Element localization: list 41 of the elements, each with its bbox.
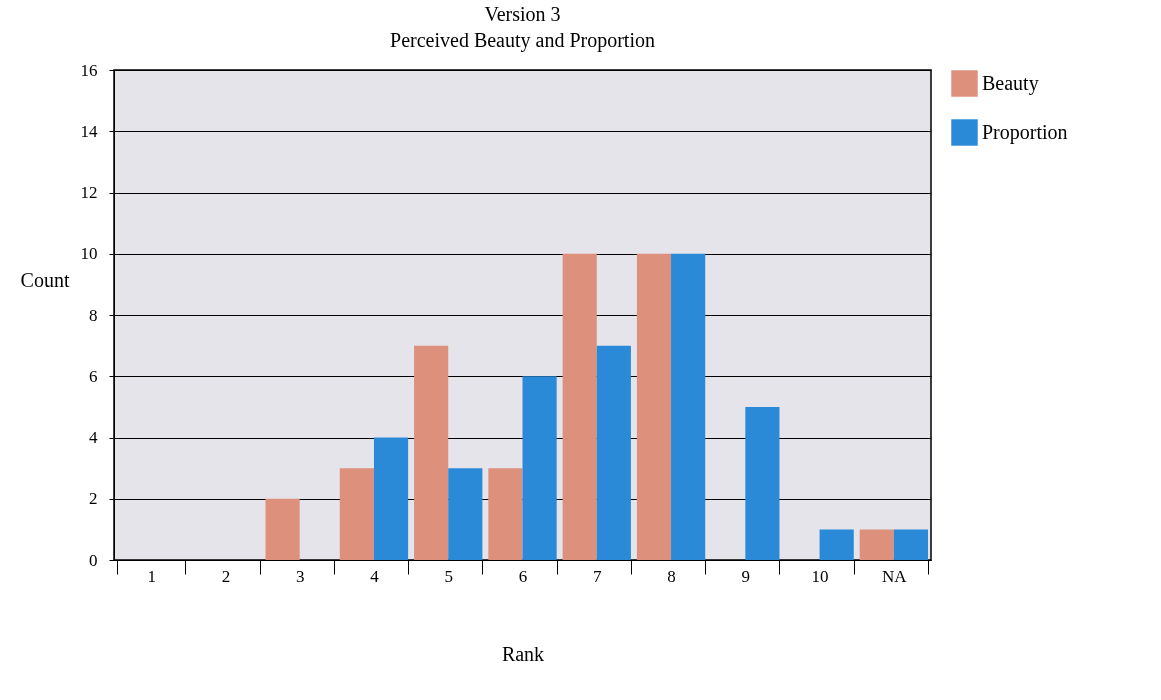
- x-tick-label: 7: [593, 566, 603, 586]
- bar: [562, 253, 597, 560]
- y-tick-label: 16: [80, 60, 98, 80]
- y-tick-label: 10: [80, 244, 98, 264]
- bar: [596, 345, 631, 560]
- x-tick-label: 10: [811, 566, 829, 586]
- chart-title: Version 3: [484, 3, 561, 25]
- bar: [745, 406, 780, 560]
- y-tick-label: 0: [89, 550, 98, 570]
- x-tick-label: NA: [882, 566, 908, 586]
- y-axis-title: Count: [20, 268, 70, 291]
- bar: [448, 468, 483, 560]
- x-tick-label: 5: [444, 566, 453, 586]
- legend-label: Proportion: [982, 120, 1068, 144]
- y-tick-label: 6: [89, 366, 98, 386]
- x-tick-label: 4: [370, 566, 380, 586]
- bar: [414, 345, 449, 560]
- x-tick-label: 8: [667, 566, 676, 586]
- bar: [488, 468, 523, 560]
- bar: [636, 253, 672, 560]
- y-tick-label: 2: [89, 489, 98, 509]
- x-tick-label: 9: [741, 566, 751, 586]
- bar: [373, 437, 409, 560]
- bar: [859, 529, 894, 560]
- legend-label: Beauty: [982, 71, 1039, 95]
- bar: [893, 529, 929, 560]
- y-tick-label: 4: [89, 428, 98, 447]
- chart-subtitle: Perceived Beauty and Proportion: [390, 29, 655, 52]
- x-tick-label: 6: [518, 566, 528, 586]
- bar: [819, 529, 854, 560]
- y-tick-label: 12: [80, 183, 98, 202]
- y-tick-label: 14: [80, 121, 98, 141]
- bar: [522, 376, 557, 560]
- bar: [339, 468, 374, 560]
- x-tick-label: 3: [295, 566, 305, 586]
- y-tick-label: 8: [89, 305, 98, 325]
- x-tick-label: 1: [147, 566, 156, 586]
- bar: [671, 253, 706, 560]
- x-tick-label: 2: [221, 566, 231, 586]
- bar: [265, 498, 300, 560]
- x-axis-title: Rank: [501, 642, 545, 665]
